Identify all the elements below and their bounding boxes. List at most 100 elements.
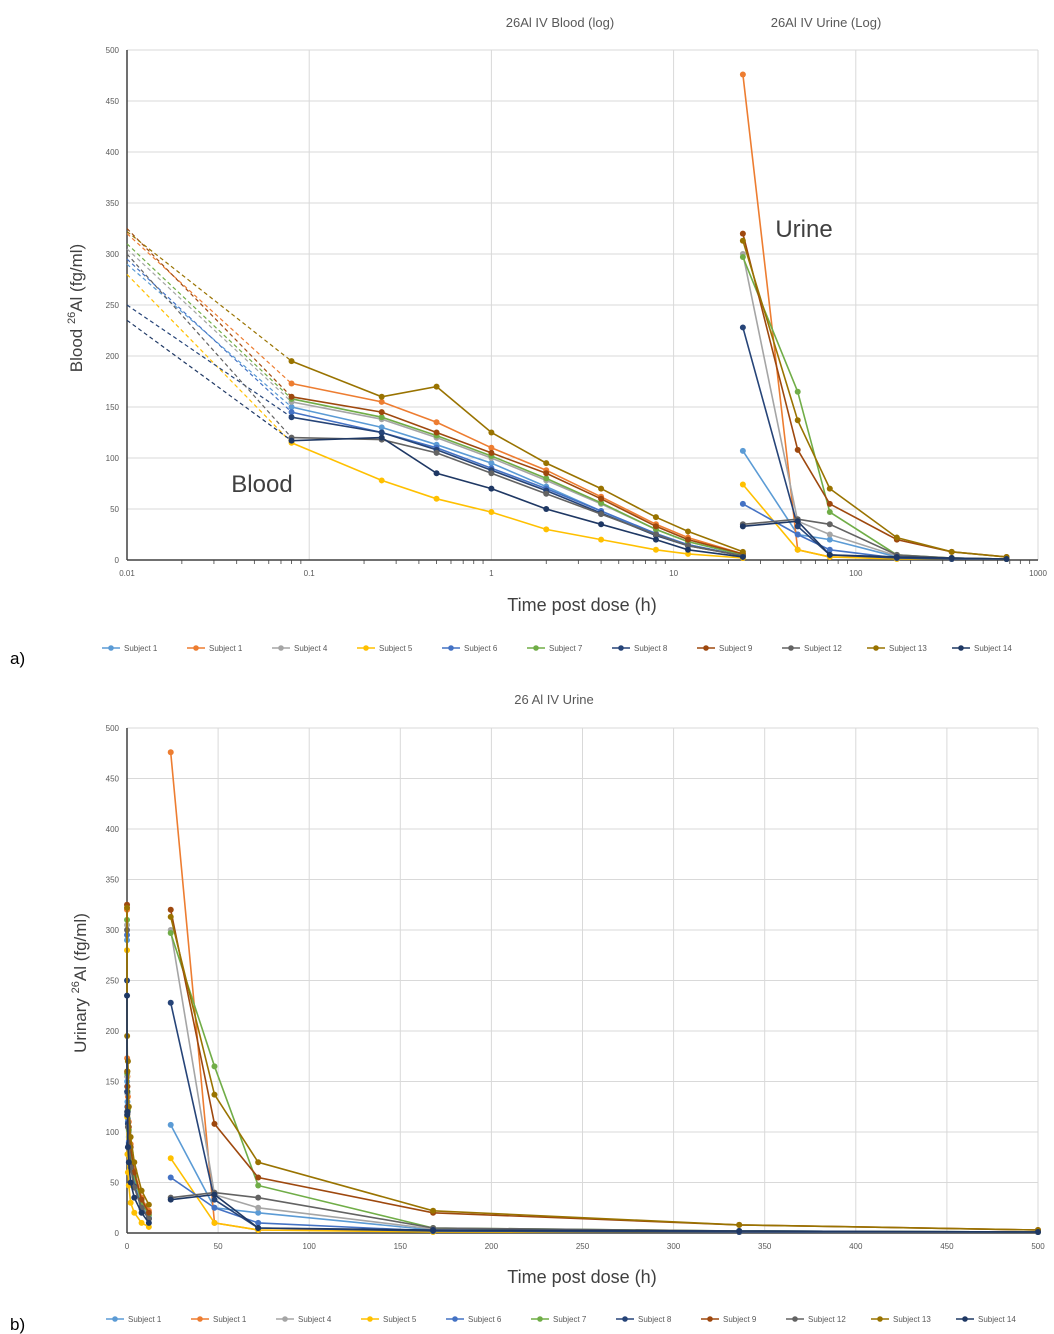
data-point — [1003, 555, 1010, 562]
legend-label: Subject 1 — [209, 644, 243, 653]
series-segment-dashed — [126, 243, 292, 400]
data-point — [211, 1191, 218, 1198]
data-point — [138, 1209, 145, 1216]
legend-item: Subject 9 — [701, 1315, 757, 1324]
data-point — [433, 419, 440, 426]
data-point — [652, 546, 659, 553]
data-point — [739, 548, 746, 555]
legend-item: Subject 13 — [871, 1315, 931, 1324]
y-tick-label: 500 — [106, 46, 120, 55]
legend-item: Subject 4 — [276, 1315, 332, 1324]
panel-b-series — [124, 749, 1041, 1235]
legend-label: Subject 13 — [893, 1315, 931, 1324]
legend-item: Subject 12 — [786, 1315, 846, 1324]
legend-label: Subject 5 — [383, 1315, 417, 1324]
legend-item: Subject 14 — [952, 644, 1012, 653]
data-point — [598, 536, 605, 543]
legend-label: Subject 1 — [213, 1315, 247, 1324]
data-point — [131, 1159, 138, 1166]
annotation-blood: Blood — [231, 471, 292, 498]
data-point — [543, 460, 550, 467]
panel-b-title: 26 Al IV Urine — [514, 692, 594, 707]
data-point — [794, 546, 801, 553]
x-tick-label: 0.01 — [119, 569, 135, 578]
legend-label: Subject 12 — [808, 1315, 846, 1324]
panel-b-legend: Subject 1 Subject 1 Subject 4 Subject 5 Subj… — [106, 1315, 1016, 1324]
annotation-urine: Urine — [775, 216, 832, 243]
legend-swatch-marker — [537, 1316, 543, 1322]
data-point — [167, 1121, 174, 1128]
data-point — [131, 1194, 138, 1201]
data-point — [145, 1201, 152, 1208]
data-point — [652, 523, 659, 530]
data-point — [794, 388, 801, 395]
panel-a-series — [126, 71, 1010, 562]
data-point — [138, 1219, 145, 1226]
data-point — [211, 1219, 218, 1226]
y-tick-label: 50 — [110, 1179, 119, 1188]
y-tick-label: 100 — [106, 1128, 120, 1137]
y-tick-label: 150 — [106, 403, 120, 412]
series-segment-urine — [170, 1193, 1039, 1233]
panel-b-tick-labels: 0 50 100 150 200 250 300 350 400 450 500 0 50 100 150 2… — [106, 724, 1046, 1251]
data-point — [378, 434, 385, 441]
x-tick-label: 0.1 — [304, 569, 316, 578]
legend-label: Subject 14 — [978, 1315, 1016, 1324]
legend-item: Subject 6 — [442, 644, 498, 653]
panel-a-tick-labels: 0 50 100 150 200 250 300 350 400 450 500 0.01 0.1 1 10… — [106, 46, 1048, 578]
series-segment-blood — [291, 436, 744, 557]
y-tick-label: 50 — [110, 505, 119, 514]
legend-item: Subject 1 — [191, 1315, 247, 1324]
legend-label: Subject 7 — [549, 644, 583, 653]
series-line — [126, 319, 1010, 562]
series-segment-urine — [742, 74, 1007, 560]
legend-label: Subject 6 — [468, 1315, 502, 1324]
panel-a-title-right: 26Al IV Urine (Log) — [771, 15, 882, 30]
data-point — [288, 409, 295, 416]
legend-swatch-marker — [877, 1316, 883, 1322]
data-point — [127, 1179, 134, 1186]
data-point — [488, 449, 495, 456]
data-point — [893, 553, 900, 560]
data-point — [430, 1207, 437, 1214]
data-point — [826, 536, 833, 543]
legend-item: Subject 9 — [697, 644, 753, 653]
legend-label: Subject 7 — [553, 1315, 587, 1324]
series-segment-dashed — [126, 248, 292, 403]
series-segment-dashed — [126, 258, 292, 413]
data-point — [652, 536, 659, 543]
data-point — [138, 1196, 145, 1203]
data-point — [739, 254, 746, 261]
x-tick-label: 400 — [849, 1242, 863, 1251]
data-point — [255, 1204, 262, 1211]
x-tick-label: 10 — [669, 569, 678, 578]
data-point — [1035, 1228, 1041, 1235]
data-point — [948, 548, 955, 555]
series-segment-urine — [169, 752, 1038, 1233]
data-point — [739, 230, 746, 237]
y-tick-label: 100 — [106, 454, 120, 463]
data-point — [127, 1134, 134, 1141]
series-line — [126, 243, 1010, 562]
data-point — [378, 414, 385, 421]
data-point — [652, 514, 659, 521]
data-point — [488, 460, 495, 467]
y-tick-label: 150 — [106, 1078, 120, 1087]
data-point — [288, 393, 295, 400]
legend-swatch-marker — [622, 1316, 628, 1322]
series-line — [124, 992, 1041, 1235]
data-point — [739, 553, 746, 560]
legend-label: Subject 8 — [634, 644, 668, 653]
legend-item: Subject 1 — [106, 1315, 162, 1324]
series-segment-blood — [291, 396, 744, 555]
series-segment-urine — [742, 450, 1007, 560]
legend-swatch-marker — [792, 1316, 798, 1322]
legend-item: Subject 8 — [612, 644, 668, 653]
data-point — [739, 481, 746, 488]
legend-swatch-marker — [533, 645, 539, 651]
data-point — [255, 1194, 262, 1201]
series-segment-urine — [169, 932, 1039, 1233]
series-segment-urine — [169, 909, 1039, 1231]
data-point — [598, 485, 605, 492]
